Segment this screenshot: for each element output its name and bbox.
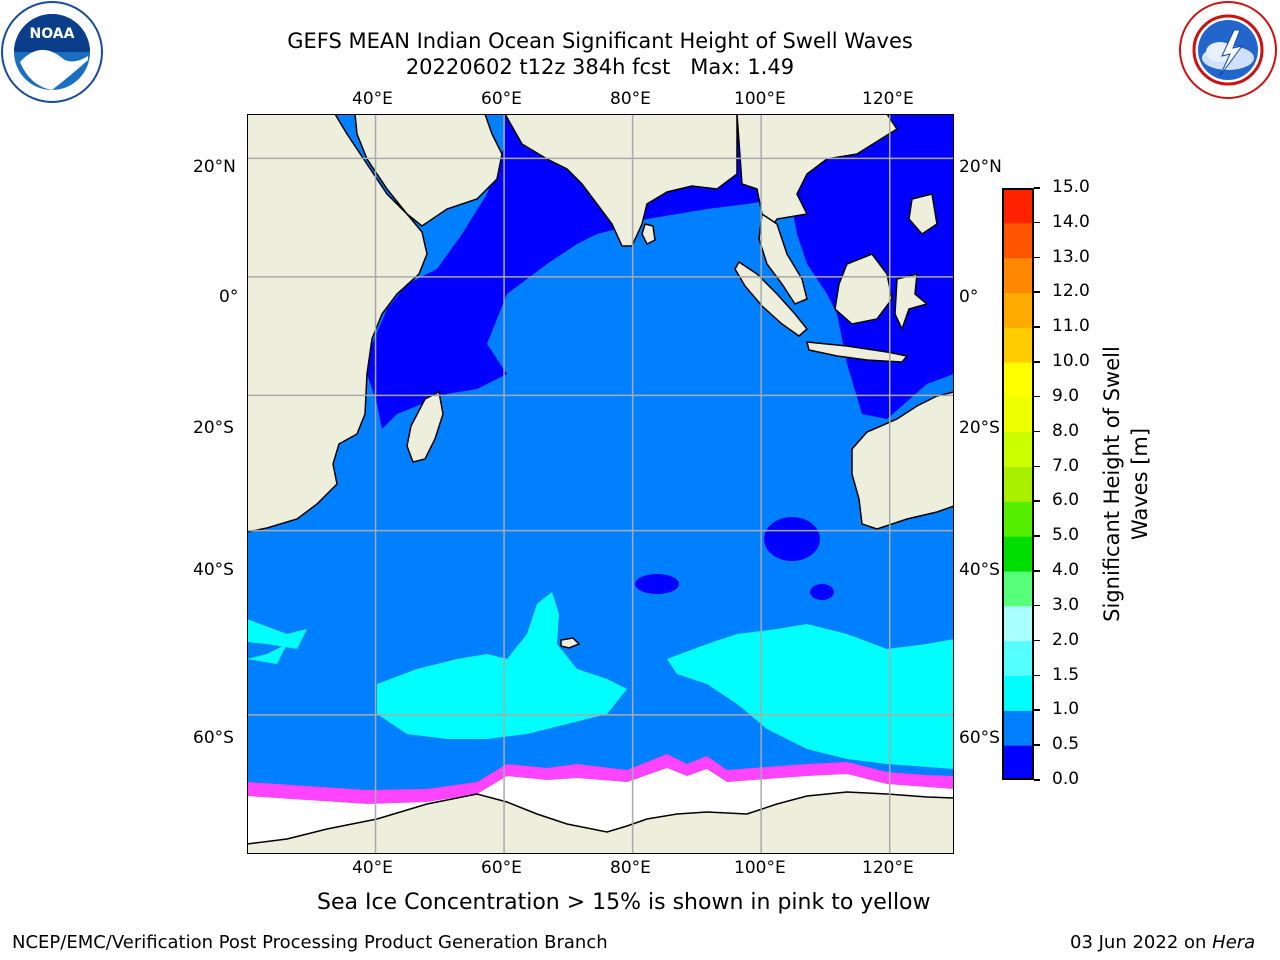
chart-subtitle: 20220602 t12z 384h fcst Max: 1.49 bbox=[405, 55, 795, 79]
colorbar-tick-label: 3.0 bbox=[1052, 594, 1080, 615]
colorbar-tick-mark bbox=[1034, 430, 1040, 433]
madagascar-land bbox=[406, 390, 444, 463]
colorbar-tick-mark bbox=[1034, 291, 1040, 293]
colorbar-swatch bbox=[1002, 605, 1034, 642]
colorbar-swatch bbox=[1002, 362, 1034, 398]
lon-label-bottom-40: 40°E bbox=[352, 858, 393, 878]
lat-label-right-20s: 20°S bbox=[959, 418, 1000, 438]
colorbar-swatch bbox=[1002, 710, 1034, 746]
map-panel bbox=[246, 113, 955, 855]
colorbar-tick-label: 15.0 bbox=[1052, 177, 1090, 197]
lat-label-right-20n: 20°N bbox=[959, 157, 1002, 177]
colorbar-tick-mark bbox=[1034, 187, 1040, 189]
colorbar-swatch bbox=[1002, 222, 1034, 259]
colorbar-swatch bbox=[1002, 292, 1034, 328]
lat-label-left-60s: 60°S bbox=[193, 728, 234, 748]
colorbar-swatch bbox=[1002, 745, 1034, 781]
colorbar-tick-mark bbox=[1034, 256, 1040, 259]
borneo-land bbox=[834, 253, 893, 325]
sri-lanka-land bbox=[641, 223, 656, 246]
footer-machine: Hera bbox=[1212, 932, 1256, 953]
colorbar-tick-mark bbox=[1034, 465, 1040, 468]
lon-label-bottom-100: 100°E bbox=[734, 858, 786, 878]
colorbar-tick-mark bbox=[1034, 639, 1040, 642]
map-gridlines bbox=[247, 114, 954, 854]
colorbar-tick-label: 14.0 bbox=[1052, 211, 1090, 232]
java-land bbox=[806, 341, 909, 363]
noaa-logo: NOAA bbox=[0, 0, 104, 104]
colorbar-tick-label: 5.0 bbox=[1052, 525, 1080, 546]
colorbar-tick-mark bbox=[1034, 709, 1040, 711]
colorbar-tick-mark bbox=[1034, 500, 1040, 502]
colorbar-swatch bbox=[1002, 640, 1034, 677]
colorbar-tick-mark bbox=[1034, 221, 1040, 224]
lat-label-right-40s: 40°S bbox=[959, 560, 1000, 580]
colorbar-tick-label: 1.5 bbox=[1052, 664, 1080, 685]
colorbar-ticks: 0.0 0.5 1.0 1.5 2.0 3.0 4.0 5.0 6.0 7.0 8.0 9.0 10.0… bbox=[1034, 177, 1100, 789]
sumatra-land bbox=[734, 260, 809, 337]
lat-label-left-20s: 20°S bbox=[193, 418, 234, 438]
lon-label-top-120: 120°E bbox=[862, 89, 914, 109]
lon-label-bottom-60: 60°E bbox=[481, 858, 522, 878]
lat-label-left-40s: 40°S bbox=[193, 560, 234, 580]
colorbar-tick-mark bbox=[1034, 570, 1040, 572]
footer-branch: NCEP/EMC/Verification Post Processing Pr… bbox=[12, 932, 608, 953]
colorbar-swatch bbox=[1002, 466, 1034, 502]
lon-label-bottom-120: 120°E bbox=[862, 858, 914, 878]
colorbar-tick-label: 2.0 bbox=[1052, 629, 1080, 650]
lon-label-top-60: 60°E bbox=[481, 89, 522, 109]
colorbar-swatch bbox=[1002, 257, 1034, 293]
higher-swell-region bbox=[247, 619, 307, 649]
kerguelen-land bbox=[560, 637, 581, 649]
sea-ice-note: Sea Ice Concentration > 15% is shown in … bbox=[317, 890, 931, 915]
colorbar-swatch bbox=[1002, 188, 1034, 224]
colorbar-tick-mark bbox=[1034, 744, 1040, 746]
lat-label-right-60s: 60°S bbox=[959, 728, 1000, 748]
colorbar-tick-mark bbox=[1034, 535, 1040, 537]
lon-label-top-80: 80°E bbox=[610, 89, 651, 109]
footer-date-text: 03 Jun 2022 on bbox=[1070, 932, 1213, 953]
colorbar-tick-mark bbox=[1034, 779, 1040, 781]
antarctica-land bbox=[246, 791, 955, 855]
nws-logo bbox=[1176, 0, 1280, 104]
lon-label-bottom-80: 80°E bbox=[610, 858, 651, 878]
colorbar-swatch bbox=[1002, 327, 1034, 363]
colorbar-swatch bbox=[1002, 396, 1034, 433]
lon-label-top-100: 100°E bbox=[734, 89, 786, 109]
colorbar bbox=[1002, 188, 1034, 781]
lat-label-left-20n: 20°N bbox=[193, 157, 236, 177]
colorbar-swatch bbox=[1002, 431, 1034, 468]
chart-title: GEFS MEAN Indian Ocean Significant Heigh… bbox=[287, 29, 913, 53]
colorbar-tick-mark bbox=[1034, 674, 1040, 677]
colorbar-tick-label: 6.0 bbox=[1052, 490, 1080, 511]
colorbar-tick-label: 7.0 bbox=[1052, 455, 1080, 476]
low-swell-region bbox=[367, 114, 954, 429]
sea-ice-edge bbox=[247, 754, 954, 804]
colorbar-tick-mark bbox=[1034, 604, 1040, 607]
colorbar-tick-label: 13.0 bbox=[1052, 246, 1090, 267]
lat-label-right-0: 0° bbox=[959, 287, 979, 307]
colorbar-tick-mark bbox=[1034, 395, 1040, 398]
africa-land bbox=[246, 113, 428, 533]
colorbar-tick-mark bbox=[1034, 361, 1040, 363]
colorbar-swatch bbox=[1002, 571, 1034, 607]
lon-label-top-40: 40°E bbox=[352, 89, 393, 109]
noaa-logo-text: NOAA bbox=[30, 26, 75, 42]
colorbar-tick-mark bbox=[1034, 326, 1040, 328]
colorbar-tick-label: 4.0 bbox=[1052, 560, 1080, 581]
colorbar-tick-label: 0.0 bbox=[1052, 769, 1080, 789]
colorbar-tick-label: 0.5 bbox=[1052, 734, 1080, 755]
colorbar-tick-label: 12.0 bbox=[1052, 281, 1090, 302]
colorbar-swatch bbox=[1002, 536, 1034, 572]
australia-land bbox=[851, 391, 955, 530]
colorbar-tick-label: 8.0 bbox=[1052, 420, 1080, 441]
lat-label-left-0: 0° bbox=[219, 287, 239, 307]
colorbar-tick-label: 11.0 bbox=[1052, 316, 1090, 337]
colorbar-swatch bbox=[1002, 675, 1034, 711]
colorbar-tick-label: 1.0 bbox=[1052, 699, 1080, 720]
colorbar-tick-label: 10.0 bbox=[1052, 351, 1090, 372]
colorbar-swatch bbox=[1002, 501, 1034, 537]
colorbar-tick-label: 9.0 bbox=[1052, 385, 1080, 406]
footer-date: 03 Jun 2022 on Hera bbox=[1070, 932, 1255, 953]
